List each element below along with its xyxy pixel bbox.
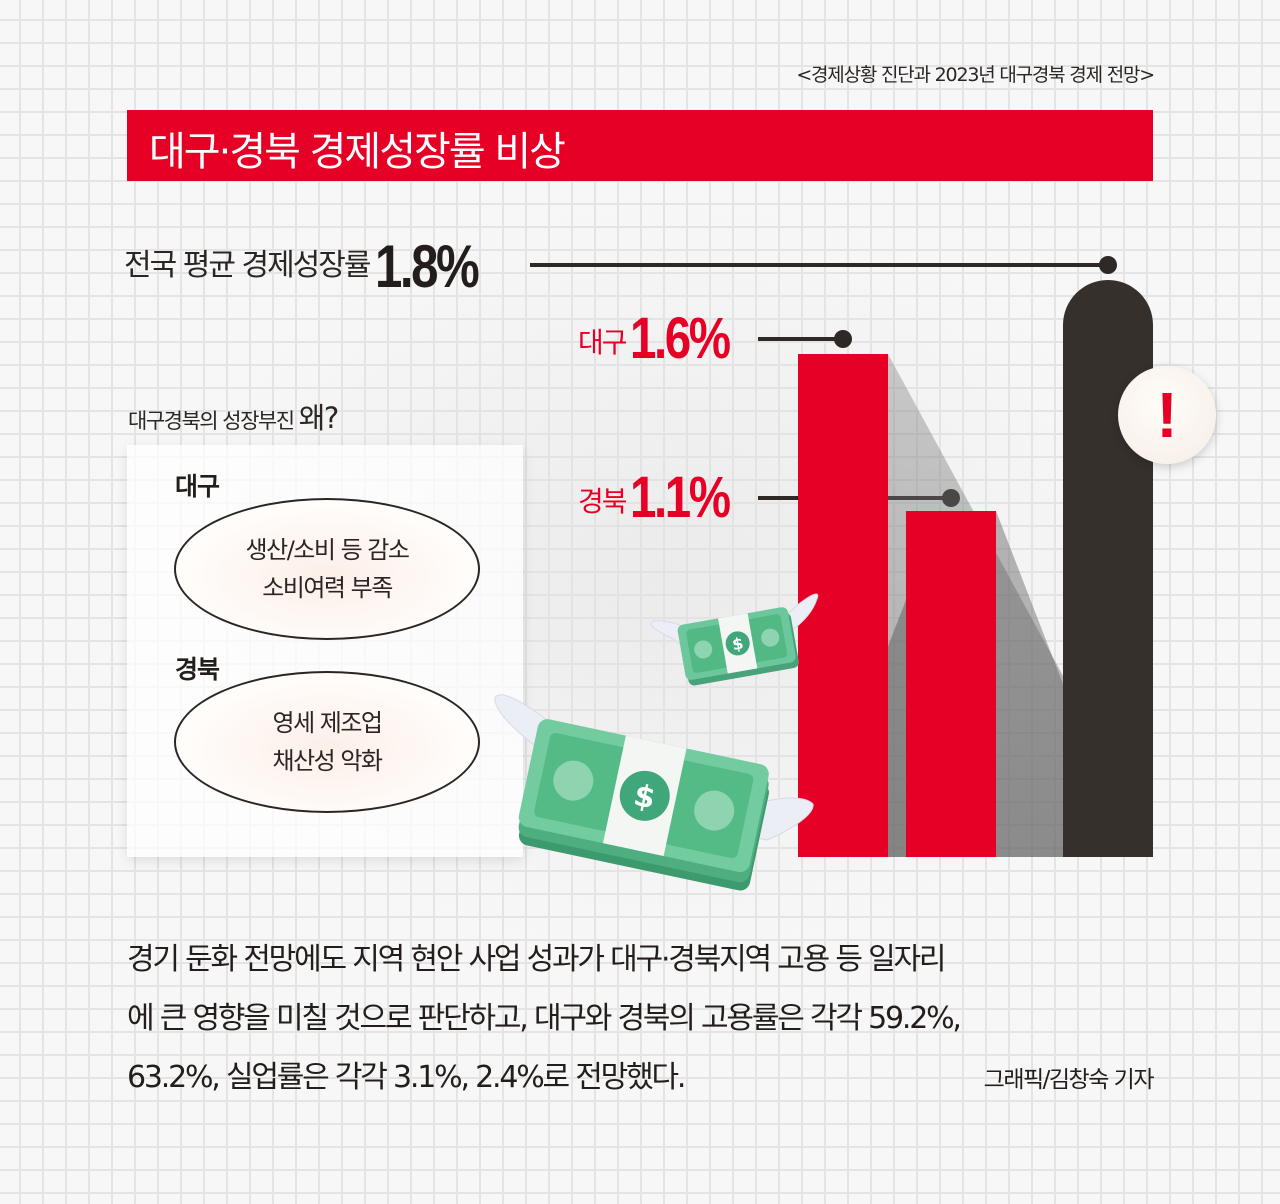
bar-shadow	[996, 511, 1063, 857]
national-leader-dot	[1099, 256, 1117, 274]
description-line: 63.2%, 실업률은 각각 3.1%, 2.4%로 전망했다.	[127, 1060, 686, 1095]
reason-line: 영세 제조업	[272, 709, 383, 737]
daegu-name: 대구	[578, 326, 628, 359]
daegu-value: 1.6%	[629, 306, 731, 371]
national-average-value: 1.8%	[375, 233, 480, 300]
reasons-box: 대구 생산/소비 등 감소 소비여력 부족 경북 영세 제조업 채산성 악화	[127, 445, 523, 857]
alert-badge: !	[1118, 366, 1216, 464]
gyeongbuk-value: 1.1%	[629, 465, 731, 530]
flying-money-small-icon: $	[650, 593, 819, 686]
svg-text:$: $	[731, 634, 745, 655]
source-caption: <경제상황 진단과 2023년 대구경북 경제 전망>	[796, 64, 1155, 86]
title-banner: 대구·경북 경제성장률 비상	[127, 110, 1153, 181]
gyeongbuk-label: 경북 1.1%	[578, 465, 750, 530]
description-paragraph: 경기 둔화 전망에도 지역 현안 사업 성과가 대구·경북지역 고용 등 일자리…	[127, 930, 1157, 1107]
description-line: 에 큰 영향을 미칠 것으로 판단하고, 대구와 경북의 고용률은 각각 59.…	[127, 1001, 962, 1036]
description-line: 경기 둔화 전망에도 지역 현안 사업 성과가 대구·경북지역 고용 등 일자리	[127, 942, 946, 977]
why-question-emphasis: 왜?	[298, 401, 340, 435]
reason-ellipse-gyeongbuk: 영세 제조업 채산성 악화	[174, 671, 480, 813]
exclamation-icon: !	[1156, 379, 1178, 451]
bar-gyeongbuk	[906, 511, 996, 857]
national-average-label: 전국 평균 경제성장률 1.8%	[124, 237, 500, 297]
national-leader-line	[530, 263, 1102, 267]
graphic-credit: 그래픽/김창숙 기자	[983, 1067, 1155, 1093]
bar-shadow	[888, 600, 906, 857]
daegu-leader-line	[758, 337, 840, 341]
reason-region-daegu: 대구	[175, 472, 220, 501]
bar-national-average	[1063, 280, 1153, 857]
national-average-text: 전국 평균 경제성장률	[124, 248, 371, 283]
reason-line: 소비여력 부족	[262, 574, 393, 602]
reason-ellipse-daegu: 생산/소비 등 감소 소비여력 부족	[174, 498, 480, 640]
reason-region-gyeongbuk: 경북	[175, 655, 220, 684]
why-question: 대구경북의 성장부진 왜?	[128, 395, 340, 437]
page-title: 대구·경북 경제성장률 비상	[149, 129, 566, 175]
reason-line: 채산성 악화	[272, 747, 383, 775]
gyeongbuk-name: 경북	[578, 485, 628, 518]
flying-money-large-icon: $	[494, 694, 814, 891]
reason-line: 생산/소비 등 감소	[245, 536, 410, 564]
daegu-label: 대구 1.6%	[578, 306, 750, 371]
why-question-text: 대구경북의 성장부진	[128, 409, 299, 433]
daegu-leader-dot	[834, 330, 852, 348]
